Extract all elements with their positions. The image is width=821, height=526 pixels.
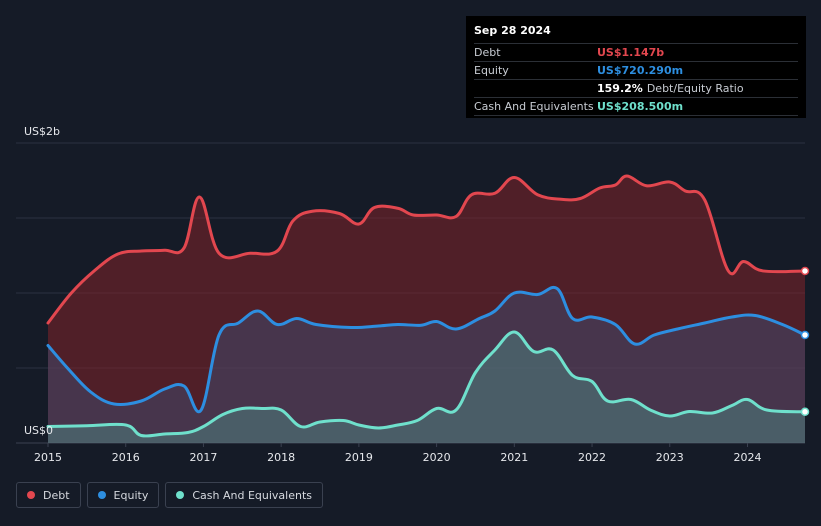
tooltip-cash-value: US$208.500m <box>597 100 684 113</box>
x-tick-label-2017: 2017 <box>189 451 217 464</box>
tooltip-cash-label: Cash And Equivalents <box>474 100 594 113</box>
series-lines <box>46 174 807 438</box>
tooltip-equity-row: Equity US$720.290m <box>474 61 798 79</box>
area-cash-and-equivalents <box>48 331 805 443</box>
legend-label-debt: Debt <box>43 488 70 502</box>
legend-label-equity: Equity <box>113 488 149 502</box>
x-tick-label-2022: 2022 <box>578 451 606 464</box>
tooltip-date: Sep 28 2024 <box>474 24 551 37</box>
end-marker-cash-and-equivalents <box>800 407 810 417</box>
x-tick-label-2024: 2024 <box>733 451 761 464</box>
tooltip-debt-value: US$1.147b <box>597 46 665 59</box>
line-debt <box>46 174 807 325</box>
area-debt <box>48 175 805 444</box>
x-tick-label-2018: 2018 <box>267 451 295 464</box>
x-tick-label-2021: 2021 <box>500 451 528 464</box>
x-axis-ticks: 2015 2016 2017 2018 2019 2020 2021 2022 2023 2024 <box>34 443 761 464</box>
tooltip-debt-label: Debt <box>474 46 501 59</box>
end-markers <box>800 266 810 417</box>
y-axis-min-label: US$0 <box>24 424 54 437</box>
end-marker-debt <box>800 266 810 276</box>
data-tooltip: Sep 28 2024 Debt US$1.147b Equity US$720… <box>466 16 806 118</box>
legend-dot-equity <box>97 491 106 499</box>
legend-item-cash[interactable]: Cash And Equivalents <box>165 482 323 508</box>
legend-label-cash: Cash And Equivalents <box>192 488 312 502</box>
x-tick-label-2016: 2016 <box>112 451 140 464</box>
chart-legend: Debt Equity Cash And Equivalents <box>16 482 323 508</box>
line-equity <box>46 285 807 414</box>
end-marker-equity <box>800 330 810 340</box>
tooltip-equity-value: US$720.290m <box>597 64 684 77</box>
tooltip-ratio-value: 159.2% <box>597 82 643 95</box>
tooltip-debt-row: Debt US$1.147b <box>474 43 798 61</box>
legend-dot-cash <box>176 491 185 499</box>
x-tick-label-2023: 2023 <box>656 451 684 464</box>
tooltip-cash-row: Cash And Equivalents US$208.500m <box>474 97 798 116</box>
legend-dot-debt <box>27 491 35 499</box>
y-axis-max-label: US$2b <box>24 125 61 138</box>
x-tick-label-2020: 2020 <box>423 451 451 464</box>
tooltip-ratio-label: Debt/Equity Ratio <box>646 82 744 95</box>
tooltip-equity-label: Equity <box>474 64 509 77</box>
legend-item-debt[interactable]: Debt <box>16 482 81 508</box>
legend-item-equity[interactable]: Equity <box>86 482 160 508</box>
x-tick-label-2019: 2019 <box>345 451 373 464</box>
line-cash-and-equivalents <box>46 330 807 438</box>
tooltip-ratio-row: 159.2% Debt/Equity Ratio <box>474 79 798 97</box>
x-tick-label-2015: 2015 <box>34 451 62 464</box>
